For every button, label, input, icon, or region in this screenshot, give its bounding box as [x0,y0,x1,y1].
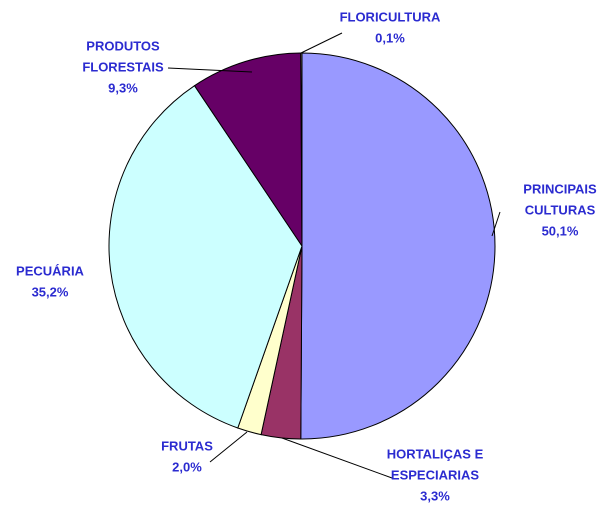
leader-line [300,32,343,54]
slice-label: PRINCIPAIS [523,181,597,196]
slice-label: FRUTAS [161,438,213,453]
slice-label: CULTURAS [525,202,596,217]
value-label: 3,3% [420,488,450,503]
value-label: 50,1% [542,223,579,238]
slice-label: FLORICULTURA [340,9,441,24]
value-label: 2,0% [172,459,202,474]
pie-slice [300,52,496,440]
leader-line [491,211,501,237]
value-label: 35,2% [32,284,69,299]
leader-line [209,431,248,463]
slice-label: FLORESTAIS [82,59,164,74]
value-label: 0,1% [375,30,405,45]
pie [108,52,496,440]
slice-label: PRODUTOS [86,38,160,53]
leader-line [167,67,253,73]
slice-label: ESPECIARIAS [391,467,479,482]
slice-label: PECUÁRIA [16,263,85,278]
pie-slice [193,52,303,248]
value-label: 9,3% [108,80,138,95]
slice-label: HORTALIÇAS E [387,446,484,461]
pie-slice [108,85,303,429]
leader-line [281,437,393,479]
